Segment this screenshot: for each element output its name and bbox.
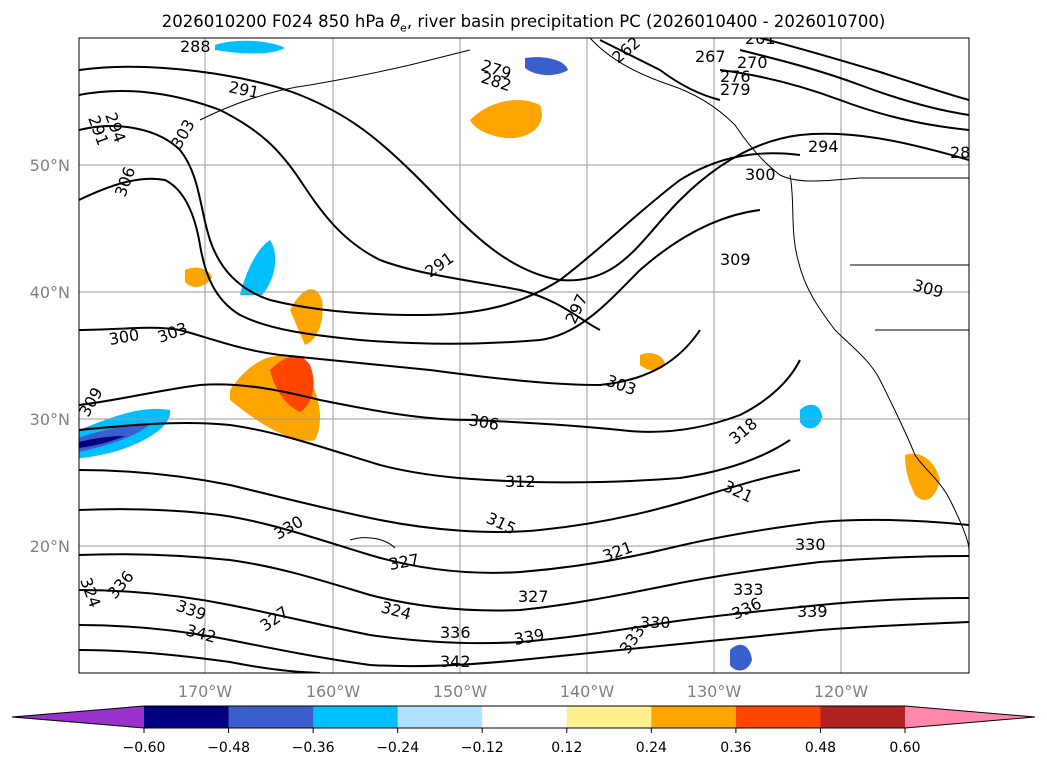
contour-297	[79, 125, 801, 317]
colorbar-cell	[735, 706, 821, 728]
colorbar-tick-label: 0.60	[889, 740, 920, 756]
contour-label: 333	[733, 580, 764, 599]
contour-270	[759, 38, 969, 101]
colorbar-extend-max	[905, 706, 1035, 728]
theta-e-contours	[79, 38, 969, 673]
contour-279	[719, 69, 969, 131]
contour-label: 330	[640, 613, 671, 632]
contour-315	[79, 469, 801, 533]
contour-label: 261	[745, 29, 776, 48]
lat-label-40n: 40°N	[30, 283, 70, 302]
map-frame	[78, 37, 970, 674]
shade-neg-coast	[800, 404, 822, 429]
precip-shading	[79, 40, 940, 671]
shade-pos-center-core	[270, 355, 314, 412]
shade-neg-sw-deep	[79, 436, 125, 448]
colorbar-tick-label: −0.24	[376, 740, 419, 756]
contour-label: 330	[795, 535, 826, 554]
shade-neg-top-left	[215, 40, 285, 54]
contour-306	[79, 359, 801, 433]
contour-label: 294	[808, 137, 839, 156]
contour-333	[79, 589, 969, 645]
colorbar-tick-label: 0.36	[720, 740, 751, 756]
title-prefix: 2026010200 F024 850 hPa	[161, 12, 390, 31]
shade-pos-north-streak	[290, 289, 323, 345]
coast-alaska-bc	[589, 38, 969, 182]
shade-pos-coast	[905, 453, 940, 500]
map-background	[79, 38, 969, 673]
colorbar-tick-label: 0.24	[636, 740, 667, 756]
colorbar-tick-label: 0.12	[551, 740, 582, 756]
shade-neg-gulf	[525, 57, 568, 76]
lon-label-160w: 160°W	[306, 682, 361, 701]
coast-west-us-mexico	[789, 174, 969, 551]
colorbar-tick-label: −0.48	[207, 740, 250, 756]
latitude-labels: 50°N 40°N 30°N 20°N	[30, 156, 70, 556]
contour-label: 270	[737, 53, 768, 72]
coast-aleutians	[199, 49, 471, 121]
map-title: 2026010200 F024 850 hPa θe, river basin …	[0, 12, 1047, 34]
shade-neg-north	[240, 240, 276, 295]
colorbar-cell	[566, 706, 652, 728]
shade-pos-gulf	[470, 100, 542, 139]
contour-label: 336	[440, 623, 471, 642]
contour-282	[599, 39, 721, 101]
contour-label: 309	[720, 250, 751, 269]
contour-342	[79, 649, 321, 673]
contour-label: 312	[505, 472, 536, 491]
shade-neg-south	[730, 644, 752, 671]
lon-label-130w: 130°W	[687, 682, 742, 701]
theta-subscript: e	[400, 21, 407, 35]
colorbar-cell	[482, 706, 568, 728]
contour-label: 300	[745, 165, 776, 184]
contour-339	[79, 621, 969, 668]
contour-label: 28	[950, 143, 970, 162]
lat-label-20n: 20°N	[30, 537, 70, 556]
contour-label: 267	[695, 47, 726, 66]
contour-327	[79, 553, 969, 612]
colorbar: −0.60 −0.48 −0.36 −0.24 −0.12 0.12 0.24 0.36 0.4…	[11, 705, 1036, 756]
colorbar-cells	[144, 706, 906, 728]
lon-label-170w: 170°W	[178, 682, 233, 701]
coastlines	[199, 38, 969, 551]
contour-291	[79, 65, 969, 282]
colorbar-cell	[313, 706, 399, 728]
contour-label: 276	[720, 67, 751, 86]
colorbar-tick-label: 0.48	[805, 740, 836, 756]
lat-label-30n: 30°N	[30, 410, 70, 429]
contour-label: 327	[518, 587, 549, 606]
longitude-labels: 170°W 160°W 150°W 140°W 130°W 120°W	[178, 682, 869, 701]
contour-label: 342	[440, 652, 471, 671]
contour-303	[79, 326, 701, 387]
lon-label-140w: 140°W	[560, 682, 615, 701]
colorbar-cell	[651, 706, 737, 728]
contour-label: 288	[180, 37, 211, 56]
shade-pos-east	[640, 353, 665, 371]
colorbar-cell	[144, 706, 230, 728]
colorbar-tick-label: −0.60	[123, 740, 166, 756]
colorbar-cell	[820, 706, 906, 728]
colorbar-tick-label: −0.36	[292, 740, 335, 756]
contour-276	[739, 49, 969, 116]
colorbar-tick-label: −0.12	[461, 740, 504, 756]
contour-321	[79, 508, 969, 574]
contour-312	[79, 421, 791, 484]
colorbar-cell	[397, 706, 483, 728]
colorbar-cell	[228, 706, 314, 728]
lat-label-50n: 50°N	[30, 156, 70, 175]
contour-label: 339	[797, 602, 828, 621]
contour-300	[79, 177, 761, 345]
contour-294	[79, 90, 601, 331]
colorbar-extend-min	[12, 706, 144, 728]
title-suffix: , river basin precipitation PC (20260104…	[406, 12, 886, 31]
contour-label: 279	[720, 80, 751, 99]
coast-hawaii	[349, 537, 396, 549]
lon-label-150w: 150°W	[433, 682, 488, 701]
lon-label-120w: 120°W	[814, 682, 869, 701]
theta-symbol: θ	[389, 12, 401, 31]
colorbar-ticks: −0.60 −0.48 −0.36 −0.24 −0.12 0.12 0.24 0.36 0.4…	[123, 728, 921, 756]
